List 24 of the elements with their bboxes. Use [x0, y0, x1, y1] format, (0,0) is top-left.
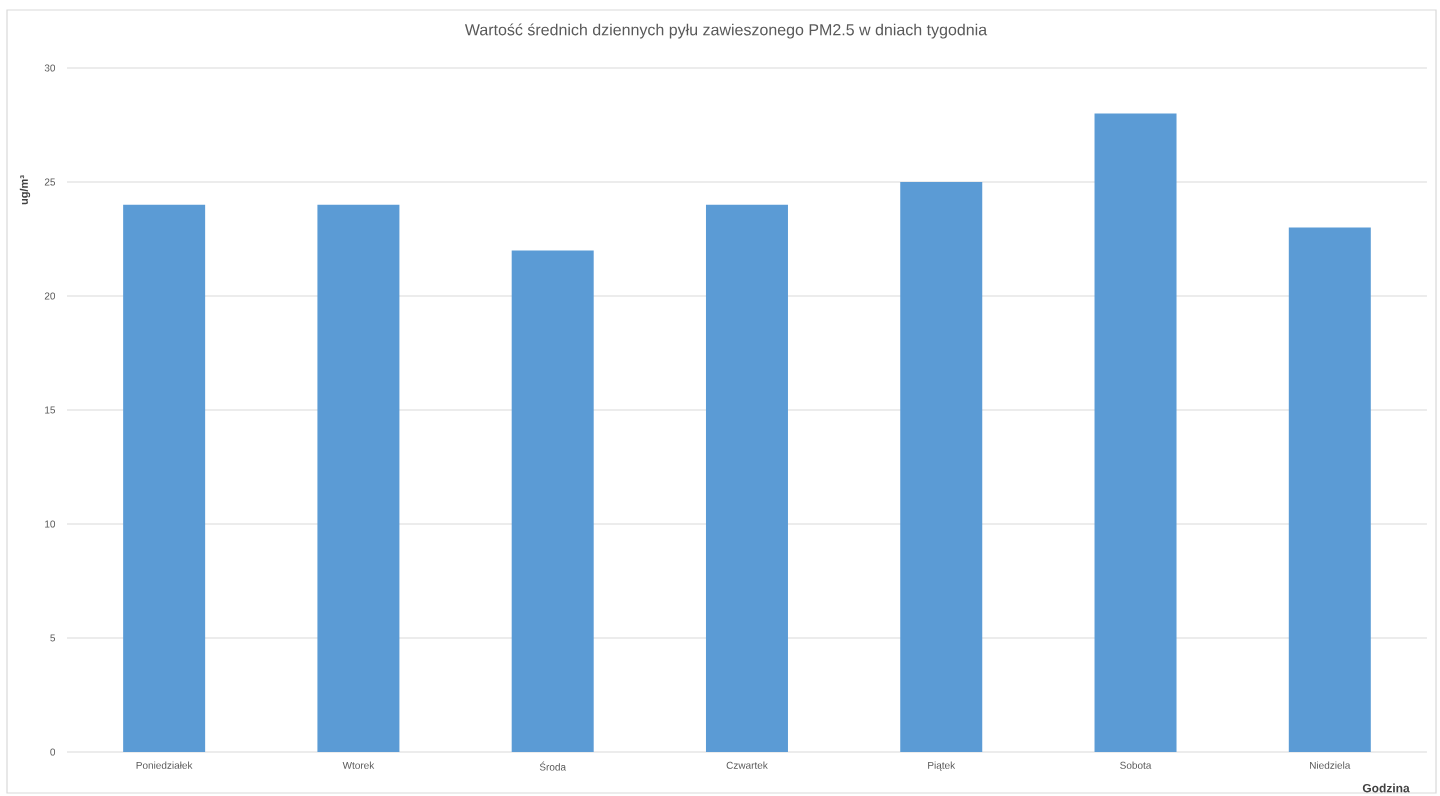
x-tick-label: Wtorek — [342, 761, 375, 769]
y-tick-label: 5 — [50, 634, 56, 642]
y-tick-label: 25 — [44, 178, 56, 186]
y-tick-label: 15 — [45, 406, 56, 414]
bar — [123, 204, 206, 752]
bar — [511, 250, 594, 752]
x-tick-label: Niedziela — [1310, 761, 1351, 769]
x-axis-title: Godzina — [1362, 783, 1410, 793]
x-tick-label: Sobota — [1120, 761, 1152, 769]
bar — [1094, 113, 1177, 752]
x-tick-label: Środa — [539, 761, 567, 771]
x-tick-label: Czwartek — [726, 761, 768, 769]
y-axis-title: ug/m³ — [19, 175, 31, 205]
chart-title: Wartość średnich dziennych pyłu zawieszonego PM2.5 w dniach tygodnia — [464, 23, 988, 39]
y-tick-label: 20 — [44, 292, 56, 300]
y-tick-label: 0 — [50, 748, 56, 756]
y-tick-label: 10 — [45, 520, 56, 528]
bar — [1288, 227, 1371, 752]
x-tick-label: Piątek — [928, 761, 956, 771]
bar — [317, 204, 400, 752]
x-tick-label: Poniedziałek — [136, 761, 193, 769]
y-tick-label: 30 — [44, 64, 56, 72]
bar — [705, 204, 788, 752]
bar — [900, 182, 983, 752]
